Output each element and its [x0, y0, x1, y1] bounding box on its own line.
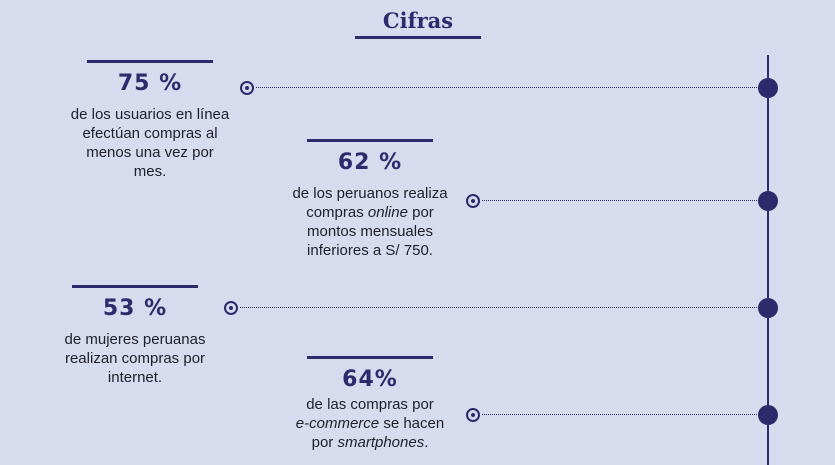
stat-2-line: compras online por	[306, 204, 434, 221]
stat-2-line: inferiores a S/ 750.	[307, 242, 433, 259]
stat-1-line: mes.	[133, 163, 167, 180]
stat-block-3: 53 % de mujeres peruanas realizan compra…	[30, 285, 240, 387]
timeline-marker-ring	[466, 194, 480, 208]
timeline-connector	[240, 307, 759, 308]
timeline-node	[758, 78, 778, 98]
stat-3-line: de mujeres peruanas	[64, 331, 206, 348]
timeline-node	[758, 298, 778, 318]
stat-1-percent: 75 %	[117, 71, 183, 96]
stat-block-1: 75 % de los usuarios en línea efectúan c…	[40, 60, 260, 181]
stat-4-description: de las compras por e-commerce se hacen p…	[260, 395, 480, 452]
stat-3-line: internet.	[107, 369, 163, 386]
stat-2-bar	[307, 139, 433, 142]
stat-block-4: 64% de las compras por e-commerce se hac…	[260, 356, 480, 452]
timeline-marker-ring	[466, 408, 480, 422]
timeline-connector	[482, 414, 759, 415]
stat-3-line: realizan compras por	[64, 350, 206, 367]
timeline-node	[758, 191, 778, 211]
stat-1-description: de los usuarios en línea efectúan compra…	[40, 105, 260, 181]
timeline-connector	[256, 87, 759, 88]
stat-4-bar	[307, 356, 433, 359]
stat-3-description: de mujeres peruanas realizan compras por…	[30, 330, 240, 387]
stat-1-line: de los usuarios en línea	[70, 106, 230, 123]
stat-2-description: de los peruanos realiza compras online p…	[260, 184, 480, 260]
stat-4-line: de las compras por	[306, 396, 434, 413]
page-title: Cifras	[382, 8, 454, 33]
timeline-connector	[482, 200, 759, 201]
stat-1-bar	[87, 60, 213, 63]
title-underline	[355, 36, 481, 39]
stat-1-line: menos una vez por	[86, 144, 214, 161]
stat-block-2: 62 % de los peruanos realiza compras onl…	[260, 139, 480, 260]
stat-2-line: de los peruanos realiza	[292, 185, 448, 202]
stat-4-line: e-commerce se hacen	[295, 415, 445, 432]
stat-1-line: efectúan compras al	[82, 125, 218, 142]
timeline-line	[767, 55, 769, 465]
timeline-node	[758, 405, 778, 425]
stat-4-percent: 64%	[342, 367, 398, 392]
timeline-marker-ring	[240, 81, 254, 95]
stat-3-percent: 53 %	[102, 296, 168, 321]
stat-2-percent: 62 %	[337, 150, 403, 175]
stat-4-line: por smartphones.	[311, 434, 429, 451]
stat-2-line: montos mensuales	[307, 223, 433, 240]
stat-3-bar	[72, 285, 198, 288]
timeline-marker-ring	[224, 301, 238, 315]
